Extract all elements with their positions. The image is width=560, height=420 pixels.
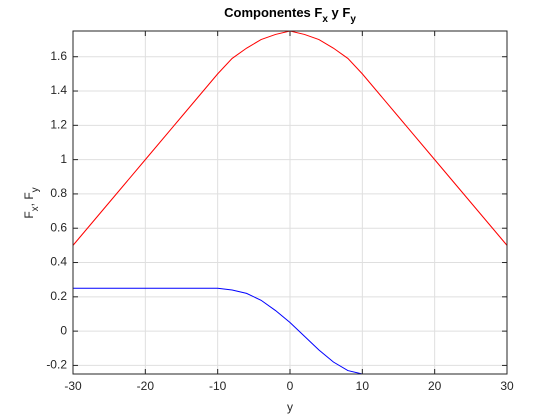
subscript: y	[30, 187, 41, 192]
y-tick-label: 0.2	[50, 289, 67, 303]
y-tick-label: 1.4	[50, 83, 67, 97]
y-tick-label: 1	[60, 152, 67, 166]
y-tick-label: 1.2	[50, 117, 67, 131]
subscript: x	[30, 206, 41, 211]
text-part: y F	[328, 5, 350, 20]
x-tick-label: 0	[287, 379, 294, 393]
x-tick-label: 10	[356, 379, 370, 393]
axes-box	[72, 30, 508, 375]
text-part: , F	[22, 192, 36, 206]
text-part: F	[22, 211, 36, 218]
y-tick-label: 1.6	[50, 49, 67, 63]
x-axis-label: y	[287, 400, 293, 414]
subscript: y	[350, 14, 356, 25]
x-tick-label: 30	[500, 379, 514, 393]
x-tick-label: 20	[428, 379, 442, 393]
y-axis-label: Fx, Fy	[22, 187, 41, 218]
y-tick-label: 0.6	[50, 220, 67, 234]
y-tick-label: -0.2	[46, 358, 67, 372]
x-tick-label: -20	[137, 379, 155, 393]
subscript: x	[322, 14, 328, 25]
x-tick-label: -30	[64, 379, 82, 393]
x-tick-label: -10	[209, 379, 227, 393]
y-tick-label: 0	[60, 323, 67, 337]
y-tick-label: 0.8	[50, 186, 67, 200]
y-tick-label: 0.4	[50, 255, 67, 269]
chart-title: Componentes Fx y Fy	[224, 5, 356, 25]
text-part: Componentes F	[224, 5, 322, 20]
